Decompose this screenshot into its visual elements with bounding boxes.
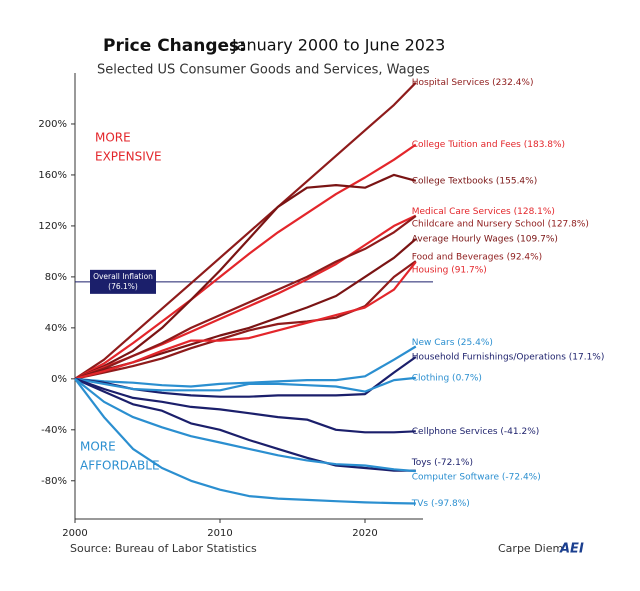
series-label: Food and Beverages (92.4%) bbox=[412, 253, 542, 263]
x-tick-label: 2000 bbox=[62, 528, 87, 539]
chart-subtitle: Selected US Consumer Goods and Services,… bbox=[97, 63, 430, 78]
source: Source: Bureau of Labor Statistics bbox=[70, 542, 257, 555]
inflation-box bbox=[90, 269, 156, 294]
series-line bbox=[74, 260, 417, 380]
brand-logo: AEI bbox=[559, 542, 584, 557]
annotation: AFFORDABLE bbox=[80, 459, 160, 473]
y-tick-label: 40% bbox=[45, 323, 67, 334]
annotation: MORE bbox=[80, 440, 116, 454]
series-label: Average Hourly Wages (109.7%) bbox=[412, 235, 558, 245]
x-tick-label: 2010 bbox=[207, 528, 232, 539]
series-line bbox=[74, 345, 417, 388]
annotation: EXPENSIVE bbox=[95, 150, 162, 164]
series-label: New Cars (25.4%) bbox=[412, 338, 493, 348]
series-label: Housing (91.7%) bbox=[412, 265, 487, 275]
y-tick-label: 120% bbox=[38, 221, 67, 232]
series-line bbox=[74, 378, 416, 505]
series-label: Computer Software (-72.4%) bbox=[412, 473, 541, 483]
series-label: Hospital Services (232.4%) bbox=[412, 78, 534, 88]
series-line bbox=[74, 377, 416, 434]
series-label: Toys (-72.1%) bbox=[411, 458, 473, 468]
series-line bbox=[74, 143, 417, 380]
chart-title: Price Changes: bbox=[103, 36, 246, 56]
series-line bbox=[74, 173, 417, 380]
y-tick-label: 80% bbox=[45, 272, 67, 283]
y-tick-label: 0% bbox=[51, 374, 67, 385]
annotation: MORE bbox=[95, 131, 131, 145]
y-tick-label: 200% bbox=[38, 119, 67, 130]
series-label: TVs (-97.8%) bbox=[411, 499, 470, 509]
brand: Carpe Diem bbox=[498, 542, 563, 555]
series-label: Childcare and Nursery School (127.8%) bbox=[412, 219, 589, 229]
x-tick-label: 2020 bbox=[352, 528, 377, 539]
y-tick-label: -80% bbox=[41, 476, 67, 487]
annotation: Overall Inflation bbox=[93, 272, 153, 281]
y-tick-label: 160% bbox=[38, 170, 67, 181]
series-line bbox=[74, 377, 416, 472]
chart-title-rest: January 2000 to June 2023 bbox=[231, 36, 445, 55]
y-tick-label: -40% bbox=[41, 425, 67, 436]
series-label: College Tuition and Fees (183.8%) bbox=[412, 140, 565, 150]
annotation: (76.1%) bbox=[108, 282, 138, 291]
series-line bbox=[74, 81, 417, 380]
series-line bbox=[74, 376, 416, 393]
series-label: Medical Care Services (128.1%) bbox=[412, 207, 555, 217]
series-label: Cellphone Services (-41.2%) bbox=[412, 427, 540, 437]
series-line bbox=[74, 261, 417, 380]
series-line bbox=[74, 215, 417, 380]
series-line bbox=[74, 377, 416, 473]
series-label: Household Furnishings/Operations (17.1%) bbox=[412, 353, 605, 363]
series-label: College Textbooks (155.4%) bbox=[412, 176, 537, 186]
series-label: Clothing (0.7%) bbox=[412, 373, 482, 383]
